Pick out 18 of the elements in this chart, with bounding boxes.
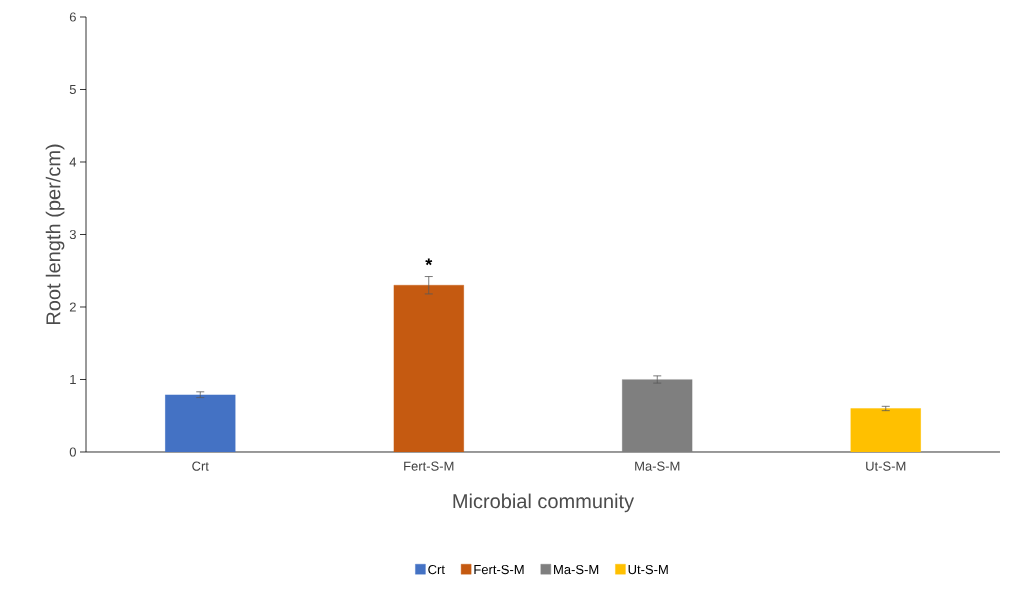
- x-tick-label: Ma-S-M: [635, 461, 680, 471]
- legend-label: Ma-S-M: [554, 564, 599, 575]
- x-tick-label: Fert-S-M: [404, 461, 454, 471]
- y-tick-label: 3: [69, 229, 76, 240]
- x-axis-title: Microbial community: [453, 493, 635, 513]
- x-tick-label: Crt: [192, 461, 209, 471]
- y-tick-label: 1: [70, 375, 76, 384]
- legend-label: Ut-S-M: [628, 564, 668, 575]
- y-tick-label: 4: [69, 157, 77, 167]
- y-tick-label: 2: [69, 302, 76, 312]
- y-tick-label: 5: [69, 84, 76, 95]
- y-tick-label: 0: [69, 447, 76, 457]
- y-axis-title: Root length (per/cm): [45, 144, 65, 324]
- legend-label: Crt: [428, 564, 445, 575]
- x-tick-label: Ut-S-M: [866, 461, 906, 471]
- y-tick-label: 6: [69, 12, 76, 22]
- annotation: *: [425, 258, 433, 266]
- legend-label: Fert-S-M: [474, 564, 524, 575]
